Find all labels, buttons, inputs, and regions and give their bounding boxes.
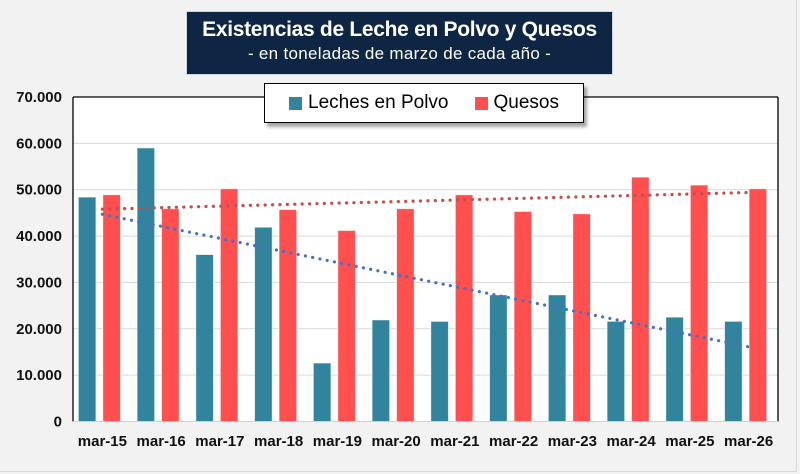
bar-quesos xyxy=(689,184,709,422)
legend: Leches en Polvo Quesos xyxy=(264,83,584,123)
x-tick-label: mar-25 xyxy=(665,433,714,450)
chart-subtitle: - en toneladas de marzo de cada año - xyxy=(247,44,552,63)
x-tick-label: mar-21 xyxy=(430,433,479,450)
y-tick-label: 10.000 xyxy=(16,367,62,384)
bar-leches xyxy=(254,226,273,422)
y-tick-label: 30.000 xyxy=(16,274,62,291)
legend-item-quesos: Quesos xyxy=(474,92,559,114)
legend-swatch xyxy=(289,96,302,110)
bar-quesos xyxy=(102,194,121,422)
bar-quesos xyxy=(748,188,768,422)
legend-swatch xyxy=(474,96,488,110)
bar-leches xyxy=(136,147,156,422)
bar-quesos xyxy=(337,230,356,422)
bar-quesos xyxy=(161,208,180,422)
bar-leches xyxy=(606,320,626,422)
bar-quesos xyxy=(278,209,298,422)
bar-quesos xyxy=(454,194,474,422)
x-tick-label: mar-20 xyxy=(372,433,421,450)
x-tick-label: mar-17 xyxy=(195,433,244,450)
trendline-leches xyxy=(100,212,751,349)
bar-leches xyxy=(312,362,332,422)
y-tick-label: 0 xyxy=(54,414,62,431)
x-tick-label: mar-26 xyxy=(724,433,773,450)
bar-quesos xyxy=(396,208,415,422)
x-tick-label: mar-15 xyxy=(78,433,127,450)
bar-quesos xyxy=(513,211,533,422)
x-tick-label: mar-18 xyxy=(254,433,303,450)
bar-leches xyxy=(724,320,743,422)
plot-area xyxy=(73,97,778,422)
legend-label: Leches en Polvo xyxy=(308,92,449,113)
bar-leches xyxy=(77,196,97,422)
bar-quesos xyxy=(572,213,591,422)
chart-title: Existencias de Leche en Polvo y Quesos xyxy=(202,18,597,41)
y-tick-label: 60.000 xyxy=(16,135,62,152)
legend-item-leches: Leches en Polvo xyxy=(289,92,449,114)
y-tick-label: 20.000 xyxy=(16,321,62,338)
bar-leches xyxy=(430,320,449,422)
bar-leches xyxy=(547,294,567,422)
x-tick-label: mar-22 xyxy=(489,433,538,450)
title-box: Existencias de Leche en Polvo y Quesos -… xyxy=(186,11,613,75)
x-tick-label: mar-19 xyxy=(313,433,362,450)
bar-leches xyxy=(371,319,391,422)
x-tick-label: mar-16 xyxy=(137,433,186,450)
bar-leches xyxy=(195,254,214,422)
trendline-quesos xyxy=(100,190,751,211)
x-tick-label: mar-24 xyxy=(607,433,657,450)
bar-quesos xyxy=(219,188,239,422)
x-tick-label: mar-23 xyxy=(548,433,597,450)
legend-label: Quesos xyxy=(493,92,559,113)
bar-quesos xyxy=(631,176,650,422)
bar-leches xyxy=(489,294,508,422)
y-tick-label: 70.000 xyxy=(16,89,62,106)
y-tick-label: 50.000 xyxy=(16,182,62,199)
y-tick-label: 40.000 xyxy=(16,228,62,245)
